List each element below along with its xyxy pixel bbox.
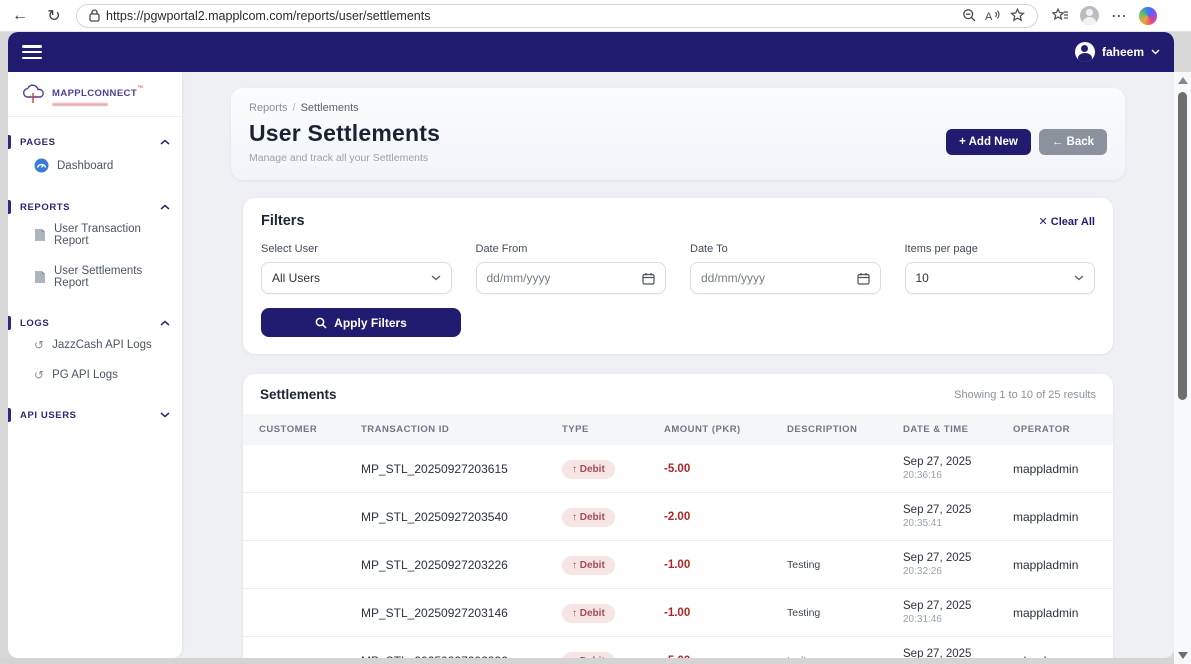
sidebar-section-logs[interactable]: LOGS [8, 316, 170, 330]
scroll-down-arrow-icon[interactable] [1177, 652, 1188, 659]
debit-badge: ↑ Debit [562, 603, 615, 623]
chevron-down-icon [431, 275, 440, 281]
sidebar-item-pg-api-logs[interactable]: ↺ PG API Logs [34, 368, 118, 382]
table-row[interactable]: MP_STL_20250927202936 ↑ Debit -5.00 tesi… [243, 637, 1113, 658]
search-icon [315, 317, 327, 329]
filters-card: Filters ✕ Clear All Select User All User… [243, 198, 1113, 354]
results-count: Showing 1 to 10 of 25 results [954, 388, 1096, 401]
page-header-card: Reports / Settlements User Settlements Man… [231, 88, 1125, 180]
browser-back-icon[interactable]: ← [12, 6, 28, 24]
select-user-dropdown[interactable]: All Users [261, 262, 452, 294]
filter-date-from: Date From dd/mm/yyyy [475, 243, 666, 294]
chevron-down-icon [1151, 49, 1160, 55]
sidebar-item-jazzcash-api-logs[interactable]: ↺ JazzCash API Logs [34, 338, 152, 352]
filter-select-user: Select User All Users [261, 243, 452, 294]
hamburger-menu-icon[interactable] [22, 45, 42, 59]
chevron-up-icon [160, 139, 170, 145]
document-icon [35, 271, 45, 283]
main-content: Reports / Settlements User Settlements Man… [182, 72, 1174, 658]
logo-tagline [52, 103, 108, 106]
favorite-star-icon[interactable] [1005, 4, 1029, 28]
chevron-down-icon [1074, 275, 1084, 281]
browser-menu-icon[interactable]: ⋯ [1111, 7, 1127, 25]
debit-badge: ↑ Debit [562, 651, 615, 658]
sidebar-section-reports[interactable]: REPORTS [8, 200, 170, 214]
user-name: faheem [1101, 45, 1144, 59]
sidebar-item-user-transaction-report[interactable]: User Transaction Report [8, 214, 182, 256]
table-row[interactable]: MP_STL_20250927203540 ↑ Debit -2.00 Sep … [243, 493, 1113, 541]
document-icon [35, 229, 45, 241]
breadcrumb-settlements[interactable]: Settlements [300, 102, 359, 114]
table-row[interactable]: MP_STL_20250927203146 ↑ Debit -1.00 Test… [243, 589, 1113, 637]
lock-icon [89, 9, 100, 22]
user-avatar-icon [1074, 42, 1095, 62]
table-title: Settlements [260, 387, 337, 402]
items-per-page-dropdown[interactable]: 10 [904, 262, 1095, 294]
copilot-icon[interactable] [1139, 6, 1157, 25]
sidebar-item-dashboard[interactable]: Dashboard [8, 149, 182, 182]
svg-text:A: A [985, 11, 993, 22]
clear-all-button[interactable]: ✕ Clear All [1038, 215, 1096, 228]
sidebar-item-user-settlements-report[interactable]: User Settlements Report [8, 256, 182, 298]
table-header-row: Customer Transaction ID Type Amount (PKR… [243, 414, 1113, 445]
debit-badge: ↑ Debit [562, 555, 615, 575]
read-aloud-icon[interactable]: A [981, 4, 1005, 28]
history-icon: ↺ [34, 338, 45, 352]
browser-toolbar: ← ↻ https://pgwportal2.mapplcom.com/repo… [0, 0, 1191, 32]
zoom-out-icon[interactable] [957, 4, 981, 28]
app-logo[interactable]: MAPPLCONNECT™ [8, 72, 182, 117]
filters-title: Filters [261, 213, 305, 229]
address-bar[interactable]: https://pgwportal2.mapplcom.com/reports/… [76, 3, 1038, 28]
logo-cloud-icon [22, 84, 44, 103]
app-top-bar: faheem [8, 32, 1174, 72]
horizontal-scrollbar-track[interactable] [0, 658, 1174, 664]
filter-date-to: Date To dd/mm/yyyy [690, 243, 881, 294]
chevron-up-icon [160, 320, 170, 326]
chevron-up-icon [160, 204, 170, 210]
filter-items-per-page: Items per page 10 [904, 243, 1095, 294]
dashboard-icon [34, 158, 49, 173]
chevron-down-icon [160, 412, 170, 418]
apply-filters-button[interactable]: Apply Filters [261, 308, 461, 337]
sidebar: MAPPLCONNECT™ PAGES Dashboard [8, 72, 182, 658]
browser-profile-avatar[interactable] [1080, 6, 1099, 25]
app-window: faheem MAPPLCONNECT™ PAGES [8, 32, 1174, 658]
scrollbar-thumb[interactable] [1178, 92, 1187, 400]
date-to-input[interactable]: dd/mm/yyyy [690, 262, 881, 294]
scroll-up-arrow-icon[interactable] [1177, 77, 1188, 84]
logo-trademark: ™ [137, 85, 144, 92]
date-from-input[interactable]: dd/mm/yyyy [475, 262, 666, 294]
url-text[interactable]: https://pgwportal2.mapplcom.com/reports/… [106, 8, 431, 23]
vertical-scrollbar[interactable] [1174, 72, 1191, 664]
user-menu[interactable]: faheem [1074, 42, 1160, 62]
collections-icon[interactable] [1048, 4, 1072, 28]
browser-refresh-icon[interactable]: ↻ [47, 7, 61, 25]
sidebar-section-api-users[interactable]: API USERS [8, 408, 170, 422]
page-subtitle: Manage and track all your Settlements [249, 152, 429, 164]
breadcrumb-reports[interactable]: Reports [249, 102, 288, 114]
page-title: User Settlements [249, 120, 441, 146]
history-icon: ↺ [34, 368, 45, 382]
sidebar-section-pages[interactable]: PAGES [8, 135, 170, 149]
table-row[interactable]: MP_STL_20250927203226 ↑ Debit -1.00 Test… [243, 541, 1113, 589]
table-row[interactable]: MP_STL_20250927203615 ↑ Debit -5.00 Sep … [243, 445, 1113, 493]
breadcrumb: Reports / Settlements [249, 102, 359, 114]
add-new-button[interactable]: + Add New [946, 129, 1031, 155]
debit-badge: ↑ Debit [562, 507, 615, 527]
back-button[interactable]: ← Back [1038, 129, 1107, 155]
logo-name: MAPPLCONNECT [52, 88, 138, 99]
settlements-card: Settlements Showing 1 to 10 of 25 result… [243, 374, 1113, 658]
calendar-icon[interactable] [642, 272, 655, 285]
calendar-icon[interactable] [856, 272, 870, 285]
debit-badge: ↑ Debit [562, 459, 615, 479]
